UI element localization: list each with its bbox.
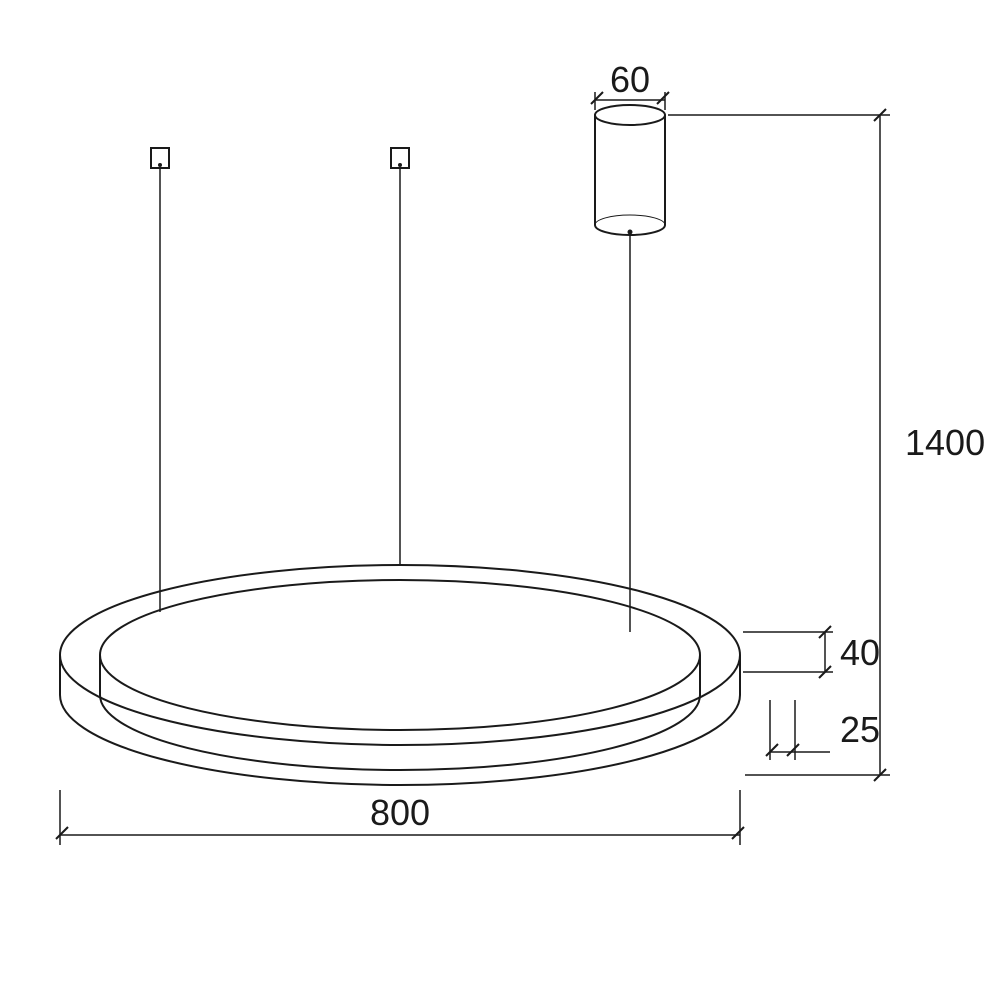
- dimension-60: 60: [591, 59, 669, 110]
- dimension-40: 40: [743, 626, 880, 678]
- dimension-60-label: 60: [610, 59, 650, 100]
- technical-drawing: 800 60 1400 40: [0, 0, 1000, 1000]
- cable-clips: [151, 148, 409, 168]
- dimension-1400-label: 1400: [905, 422, 985, 463]
- suspension-wires: [160, 168, 400, 612]
- dimension-800: 800: [56, 790, 744, 845]
- dimension-800-label: 800: [370, 792, 430, 833]
- ring-body: [60, 565, 740, 785]
- dimension-25: 25: [766, 700, 880, 760]
- dimension-40-label: 40: [840, 632, 880, 673]
- canopy: [595, 105, 665, 235]
- dimension-25-label: 25: [840, 709, 880, 750]
- dimension-1400: 1400: [668, 109, 985, 781]
